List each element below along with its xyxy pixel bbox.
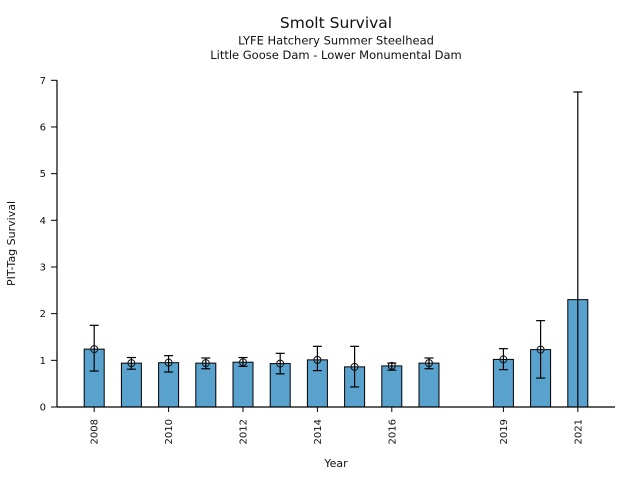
point-marker-2011 <box>201 359 210 368</box>
chart-subtitle-line1: LYFE Hatchery Summer Steelhead <box>238 34 434 48</box>
point-marker-2013 <box>276 359 285 368</box>
x-tick-label-2008: 2008 <box>90 419 101 444</box>
survival-bar-2011 <box>195 362 217 408</box>
x-tick-label-2014: 2014 <box>313 419 324 444</box>
x-tick-label-2019: 2019 <box>499 419 510 444</box>
y-tick-label-1: 1 <box>40 356 46 367</box>
survival-bar-2017 <box>418 362 440 408</box>
bars-layer <box>83 299 589 408</box>
point-marker-2010 <box>164 358 173 367</box>
y-axis-label: PIT-Tag Survival <box>5 201 18 286</box>
axes-layer: 0 1 2 3 4 5 6 7 2008 2010 2012 2014 2016 2019 2021 <box>40 76 615 444</box>
y-tick-label-7: 7 <box>40 76 46 87</box>
point-marker-2020 <box>536 345 545 354</box>
point-marker-2014 <box>313 355 322 364</box>
x-tick-label-2012: 2012 <box>239 419 250 444</box>
point-marker-2009 <box>127 359 136 368</box>
y-tick-label-6: 6 <box>40 122 46 133</box>
x-tick-label-2010: 2010 <box>164 419 175 444</box>
survival-bar-2012 <box>232 361 254 408</box>
point-marker-2016 <box>387 361 396 370</box>
error-bars-layer <box>89 91 583 407</box>
chart-subtitle-line2: Little Goose Dam - Lower Monumental Dam <box>210 48 462 62</box>
chart-title: Smolt Survival <box>280 14 392 32</box>
x-tick-label-2016: 2016 <box>387 419 398 444</box>
survival-bar-2016 <box>381 365 403 408</box>
y-tick-label-0: 0 <box>40 403 46 414</box>
x-tick-label-2021: 2021 <box>573 419 584 444</box>
y-tick-label-5: 5 <box>40 169 46 180</box>
point-marker-2008 <box>90 345 99 354</box>
y-tick-label-3: 3 <box>40 262 46 273</box>
point-marker-2012 <box>239 358 247 367</box>
x-axis-label: Year <box>323 457 348 470</box>
point-marker-2015 <box>350 362 359 371</box>
point-marker-2017 <box>425 359 433 368</box>
y-tick-label-2: 2 <box>40 309 46 320</box>
y-tick-label-4: 4 <box>40 216 46 227</box>
point-marker-2019 <box>499 355 508 364</box>
